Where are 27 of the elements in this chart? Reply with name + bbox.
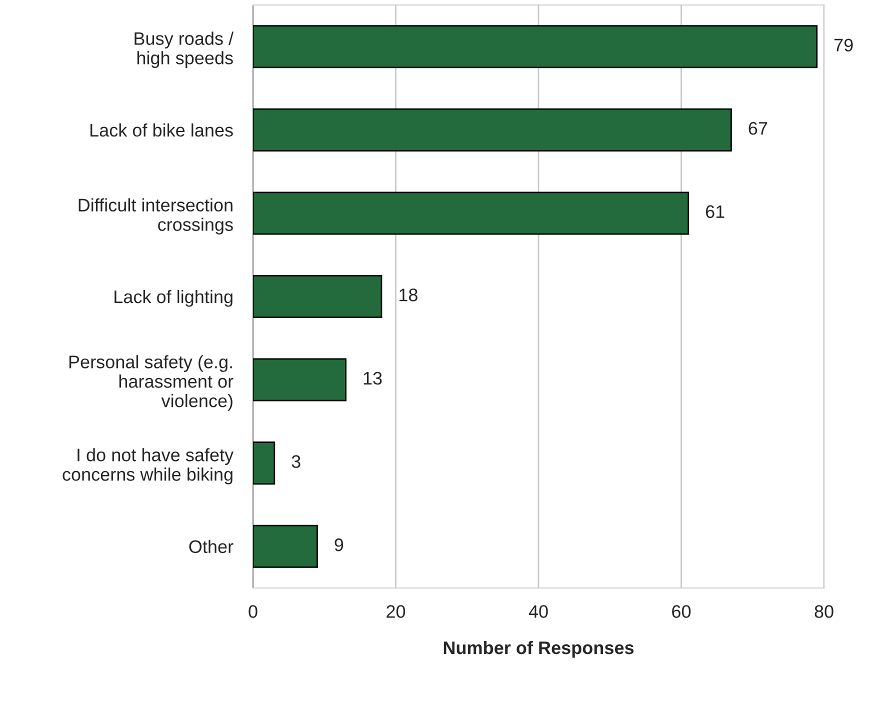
- x-tick-label: 40: [528, 605, 548, 618]
- y-tick-label: Lack of bike lanes: [90, 123, 233, 137]
- bar: [253, 108, 732, 152]
- data-label: 13: [364, 372, 382, 385]
- x-tick-label: 20: [386, 605, 406, 618]
- bar: [253, 358, 346, 402]
- data-label: 18: [400, 288, 418, 302]
- data-label: 9: [334, 538, 344, 552]
- y-tick-label: Difficult intersection crossings: [78, 198, 233, 235]
- bar: [253, 442, 276, 485]
- data-label: 79: [834, 38, 853, 52]
- bar: [253, 524, 318, 568]
- y-tick-label: Other: [189, 540, 234, 554]
- x-tick-label: 80: [814, 605, 834, 618]
- data-label: 61: [706, 205, 724, 218]
- y-tick-label: I do not have safety concerns while biking: [62, 448, 234, 484]
- x-tick-label: 60: [672, 605, 691, 618]
- x-tick-label: 0: [248, 605, 258, 618]
- x-axis-title: Number of Responses: [444, 640, 634, 658]
- bar: [253, 192, 690, 235]
- y-tick-label: Busy roads / high speeds: [134, 32, 234, 68]
- bar: [253, 274, 382, 318]
- data-label: 67: [748, 122, 768, 135]
- y-tick-label: Personal safety (e.g. harassment or violence): [69, 355, 234, 411]
- y-tick-label: Lack of lighting: [114, 290, 232, 307]
- data-label: 3: [292, 455, 300, 468]
- bar: [253, 25, 818, 68]
